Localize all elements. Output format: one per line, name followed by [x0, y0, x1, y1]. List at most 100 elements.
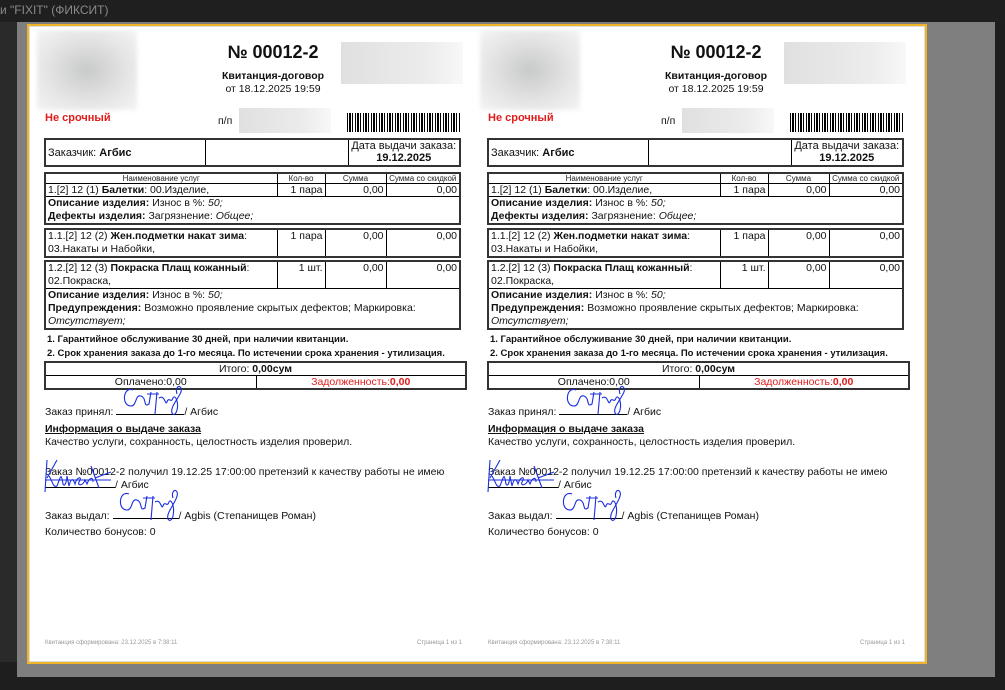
paid-amount: Оплачено:0,00 [44, 375, 257, 390]
barcode [347, 113, 461, 132]
issuer-signature [562, 489, 621, 521]
defects-text: Загрязнение: [148, 210, 213, 222]
receipt-number: № 00012-2 [670, 42, 762, 62]
item-qty: 1 пара [719, 183, 769, 197]
bonus-count: Количество бонусов: 0 [45, 526, 156, 538]
desc-label: Описание изделия: [491, 289, 593, 301]
generated-timestamp: Квитанция сформирована: 23.12.2025 в 7:3… [45, 640, 178, 646]
client-signature [487, 459, 555, 493]
window-title-bar: и "FIXIT" (ФИКСИТ) [0, 0, 1005, 22]
paid-amount: Оплачено:0,00 [487, 375, 700, 390]
col-header-discount: Сумма со скидкой [385, 172, 461, 184]
item-qty: 1 пара [719, 228, 769, 258]
debt-cell: Задолженность:0,00 [698, 375, 910, 390]
item-prefix: 1.1.[2] 12 (2) [491, 230, 551, 242]
total-cell: Итого: 0,00сум [44, 361, 467, 376]
item-sum: 0,00 [324, 228, 387, 258]
window-title: и "FIXIT" (ФИКСИТ) [0, 3, 109, 17]
customer-table: Заказчик: Агбис Дата выдачи заказа: 19.12… [44, 138, 461, 167]
services-table-2: 1.1.[2] 12 (2) Жен.подметки накат зима: 0… [487, 228, 904, 258]
total-cell: Итого: 0,00сум [487, 361, 910, 376]
service-row: 1.[2] 12 (1) Балетки: 00.Изделие, 1 пара 0… [44, 183, 461, 197]
col-header-sum: Сумма [324, 172, 387, 184]
item-name: Балетки [101, 184, 145, 196]
customer-cell: Заказчик: Агбис [44, 138, 206, 167]
debt-cell: Задолженность:0,00 [255, 375, 467, 390]
item-description: Описание изделия: Износ в %: 50; Дефекты … [487, 196, 904, 225]
quality-check-text: Качество услуги, сохранность, целостност… [488, 436, 796, 448]
item-service: : [244, 230, 247, 242]
total-label: Итого: [661, 363, 693, 375]
item-prefix: 1.2.[2] 12 (3) [491, 262, 551, 274]
item-qty: 1 шт. [719, 260, 769, 289]
warnings-label: Предупреждения: [491, 302, 585, 314]
defects-label: Дефекты изделия: [491, 210, 589, 222]
total-value: 0,00сум [252, 363, 293, 375]
services-table-1: Наименование услуг Кол-во Сумма Сумма со ск… [44, 172, 461, 225]
note-warranty: 1. Гарантийное обслуживание 30 дней, при… [490, 334, 792, 345]
item-service: : 00.Изделие, [144, 184, 210, 196]
debt-value: 0,00 [832, 376, 854, 388]
issue-date-label: Дата выдачи заказа: [351, 140, 457, 152]
pp-label: п/п [661, 115, 676, 127]
received-by: / Агбис [115, 479, 149, 491]
debt-label: Задолженность: [754, 376, 833, 388]
col-header-qty: Кол-во [719, 172, 769, 184]
customer-label: Заказчик: [48, 146, 97, 159]
item-service-detail: 03.Накаты и Набойки, [491, 243, 599, 255]
services-table-2: 1.1.[2] 12 (2) Жен.подметки накат зима: 0… [44, 228, 461, 258]
document-type: Квитанция-договор [221, 70, 325, 82]
client-signature [44, 459, 112, 493]
issued-label: Заказ выдал: [45, 510, 110, 522]
desc-value: 50; [208, 289, 223, 301]
defects-value: Общее; [658, 210, 697, 222]
customer-label: Заказчик: [491, 146, 540, 159]
background-window [0, 22, 17, 662]
desc-label: Описание изделия: [48, 197, 150, 209]
issued-label: Заказ выдал: [488, 510, 553, 522]
issued-line: Заказ выдал: / Agbis (Степанищев Роман) [45, 510, 316, 522]
desc-text: Износ в %: [152, 197, 206, 209]
company-logo-blurred [480, 30, 580, 110]
item-discount-sum: 0,00 [828, 260, 904, 289]
item-service: : [689, 262, 693, 274]
services-table-1: Наименование услуг Кол-во Сумма Сумма со ск… [487, 172, 904, 225]
desc-text: Износ в %: [152, 289, 206, 301]
company-logo-blurred [37, 30, 137, 110]
note-storage: 2. Срок хранения заказа до 1-го месяца. … [490, 348, 888, 359]
item-sum: 0,00 [767, 183, 830, 197]
desc-label: Описание изделия: [48, 289, 150, 301]
bonus-count: Количество бонусов: 0 [488, 526, 599, 538]
document-type: Квитанция-договор [664, 70, 768, 82]
item-discount-sum: 0,00 [385, 260, 461, 289]
company-info-blurred [341, 42, 463, 84]
warnings-label: Предупреждения: [48, 302, 142, 314]
item-name: Покраска Плащ кожанный [110, 262, 247, 274]
received-text: Заказ №00012-2 получил 19.12.25 17:00:00… [488, 466, 888, 478]
item-service-detail: 03.Накаты и Набойки, [48, 243, 156, 255]
desc-value: 50; [208, 197, 223, 209]
item-qty: 1 пара [276, 228, 326, 258]
item-name: Жен.подметки накат зима [553, 230, 688, 242]
urgency-label: Не срочный [488, 112, 554, 124]
item-sum: 0,00 [767, 260, 830, 289]
item-qty: 1 шт. [276, 260, 326, 289]
services-table-3: 1.2.[2] 12 (3) Покраска Плащ кожанный: 02… [487, 260, 904, 330]
customer-name: Агбис [542, 146, 575, 159]
note-storage: 2. Срок хранения заказа до 1-го месяца. … [47, 348, 445, 359]
services-table-3: 1.2.[2] 12 (3) Покраска Плащ кожанный: 02… [44, 260, 461, 330]
accepted-line: Заказ принял: / Агбис [45, 406, 218, 418]
col-header-sum: Сумма [767, 172, 830, 184]
item-qty: 1 пара [276, 183, 326, 197]
service-row: 1.[2] 12 (1) Балетки: 00.Изделие, 1 пара 0… [487, 183, 904, 197]
empty-cell [204, 138, 349, 167]
issue-date-label: Дата выдачи заказа: [794, 140, 900, 152]
document-date: от 18.12.2025 19:59 [225, 83, 321, 95]
item-prefix: 1.1.[2] 12 (2) [48, 230, 108, 242]
total-label: Итого: [218, 363, 250, 375]
pp-label: п/п [218, 115, 233, 127]
defects-text: Загрязнение: [591, 210, 656, 222]
customer-table: Заказчик: Агбис Дата выдачи заказа: 19.12… [487, 138, 904, 167]
col-header-qty: Кол-во [276, 172, 326, 184]
col-header-service: Наименование услуг [44, 172, 278, 184]
